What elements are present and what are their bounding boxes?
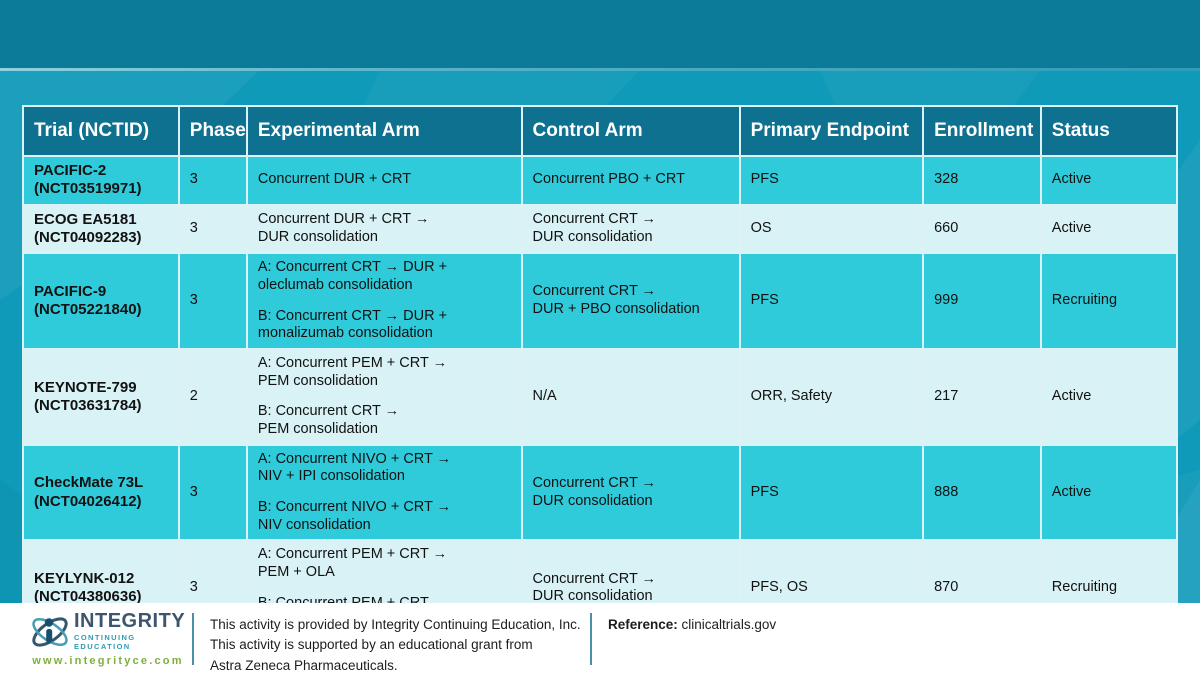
reference-label: Reference: <box>608 617 678 632</box>
column-header-control-arm: Control Arm <box>520 105 741 157</box>
arm-text: Concurrent CRT → DUR consolidation <box>532 211 657 245</box>
arm-text: A: Concurrent PEM + CRT → PEM + OLA <box>257 546 448 581</box>
phase-cell: 3 <box>177 252 248 350</box>
enrollment-cell: 217 <box>922 347 1042 446</box>
provider-statement: This activity is provided by Integrity C… <box>210 615 581 675</box>
arm-text: B: Concurrent NIVO + CRT → NIV consolida… <box>257 499 452 533</box>
arm-text: A: Concurrent CRT → DUR + oleclumab cons… <box>257 259 448 293</box>
trial-cell: ECOG EA5181 (NCT04092283) <box>22 203 180 255</box>
primary-endpoint-cell: PFS <box>738 252 925 350</box>
integrity-logo: INTEGRITY CONTINUING EDUCATION www.integ… <box>28 610 188 667</box>
arm-text: N/A <box>532 387 557 404</box>
table-header-row: Trial (NCTID) Phase Experimental Arm Con… <box>22 105 1179 157</box>
primary-endpoint-cell: OS <box>738 203 925 255</box>
logo-url: www.integrityce.com <box>32 655 184 667</box>
column-header-trial: Trial (NCTID) <box>22 105 180 157</box>
experimental-arm-cell: A: Concurrent NIVO + CRT → NIV + IPI con… <box>245 443 523 542</box>
arm-text: Concurrent DUR + CRT → DUR consolidation <box>257 211 430 245</box>
control-arm-cell: Concurrent CRT → DUR consolidation <box>520 203 741 255</box>
studies-table: Trial (NCTID) Phase Experimental Arm Con… <box>22 105 1179 638</box>
enrollment-cell: 660 <box>922 203 1042 255</box>
primary-endpoint-cell: PFS <box>738 443 925 542</box>
table-row: KEYNOTE-799 (NCT03631784) 2 A: Concurren… <box>22 347 1179 446</box>
trial-cell: PACIFIC-2 (NCT03519971) <box>22 155 180 206</box>
title-band <box>0 0 1200 68</box>
experimental-arm-cell: Concurrent DUR + CRT <box>245 155 523 206</box>
arm-text: Concurrent DUR + CRT <box>257 171 412 188</box>
status-cell: Recruiting <box>1039 252 1179 350</box>
control-arm-cell: Concurrent CRT → DUR consolidation <box>520 443 741 542</box>
primary-endpoint-cell: PFS <box>738 155 925 206</box>
table-row: PACIFIC-9 (NCT05221840) 3 A: Concurrent … <box>22 252 1179 350</box>
provider-line: Astra Zeneca Pharmaceuticals. <box>210 657 398 673</box>
experimental-arm-cell: Concurrent DUR + CRT → DUR consolidation <box>245 203 523 255</box>
table-row: CheckMate 73L (NCT04026412) 3 A: Concurr… <box>22 443 1179 542</box>
reference: Reference: clinicaltrials.gov <box>608 617 776 632</box>
trial-cell: PACIFIC-9 (NCT05221840) <box>22 252 180 350</box>
control-arm-cell: N/A <box>520 347 741 446</box>
enrollment-cell: 999 <box>922 252 1042 350</box>
footer-divider <box>590 613 592 665</box>
phase-cell: 2 <box>177 347 248 446</box>
table-row: ECOG EA5181 (NCT04092283) 3 Concurrent D… <box>22 203 1179 255</box>
primary-endpoint-cell: ORR, Safety <box>738 347 925 446</box>
status-cell: Active <box>1039 203 1179 255</box>
enrollment-cell: 888 <box>922 443 1042 542</box>
phase-cell: 3 <box>177 443 248 542</box>
trial-cell: KEYNOTE-799 (NCT03631784) <box>22 347 180 446</box>
arm-text: B: Concurrent CRT → DUR + monalizumab co… <box>257 307 448 342</box>
table-row: PACIFIC-2 (NCT03519971) 3 Concurrent DUR… <box>22 155 1179 206</box>
column-header-status: Status <box>1039 105 1179 157</box>
footer-divider <box>192 613 194 665</box>
column-header-enrollment: Enrollment <box>922 105 1042 157</box>
arm-text: Concurrent CRT → DUR consolidation <box>532 474 657 509</box>
control-arm-cell: Concurrent PBO + CRT <box>520 155 741 206</box>
integrity-orbit-icon <box>32 617 68 647</box>
arm-text: Concurrent PBO + CRT <box>532 171 685 188</box>
status-cell: Active <box>1039 443 1179 542</box>
enrollment-cell: 328 <box>922 155 1042 206</box>
column-header-phase: Phase <box>177 105 248 157</box>
experimental-arm-cell: A: Concurrent CRT → DUR + oleclumab cons… <box>245 252 523 350</box>
studies-table-wrap: Trial (NCTID) Phase Experimental Arm Con… <box>22 105 1179 638</box>
phase-cell: 3 <box>177 155 248 206</box>
arm-text: A: Concurrent NIVO + CRT → NIV + IPI con… <box>257 450 452 485</box>
phase-cell: 3 <box>177 203 248 255</box>
reference-value: clinicaltrials.gov <box>681 617 777 632</box>
arm-text: Concurrent CRT → DUR + PBO consolidation <box>532 283 700 318</box>
column-header-experimental-arm: Experimental Arm <box>245 105 523 157</box>
footer: INTEGRITY CONTINUING EDUCATION www.integ… <box>0 603 1200 675</box>
title-band-rule <box>0 68 1200 71</box>
status-cell: Active <box>1039 155 1179 206</box>
trial-cell: CheckMate 73L (NCT04026412) <box>22 443 180 542</box>
logo-tagline: CONTINUING EDUCATION <box>74 633 136 651</box>
experimental-arm-cell: A: Concurrent PEM + CRT → PEM consolidat… <box>245 347 523 446</box>
status-cell: Active <box>1039 347 1179 446</box>
provider-line: This activity is supported by an educati… <box>210 637 533 653</box>
arm-text: B: Concurrent CRT → PEM consolidation <box>257 403 400 437</box>
arm-text: Concurrent CRT → DUR consolidation <box>532 570 657 605</box>
control-arm-cell: Concurrent CRT → DUR + PBO consolidation <box>520 252 741 350</box>
arm-text: A: Concurrent PEM + CRT → PEM consolidat… <box>257 354 448 389</box>
provider-line: This activity is provided by Integrity C… <box>210 617 581 632</box>
column-header-primary-endpoint: Primary Endpoint <box>738 105 925 157</box>
logo-name: INTEGRITY <box>74 610 186 632</box>
